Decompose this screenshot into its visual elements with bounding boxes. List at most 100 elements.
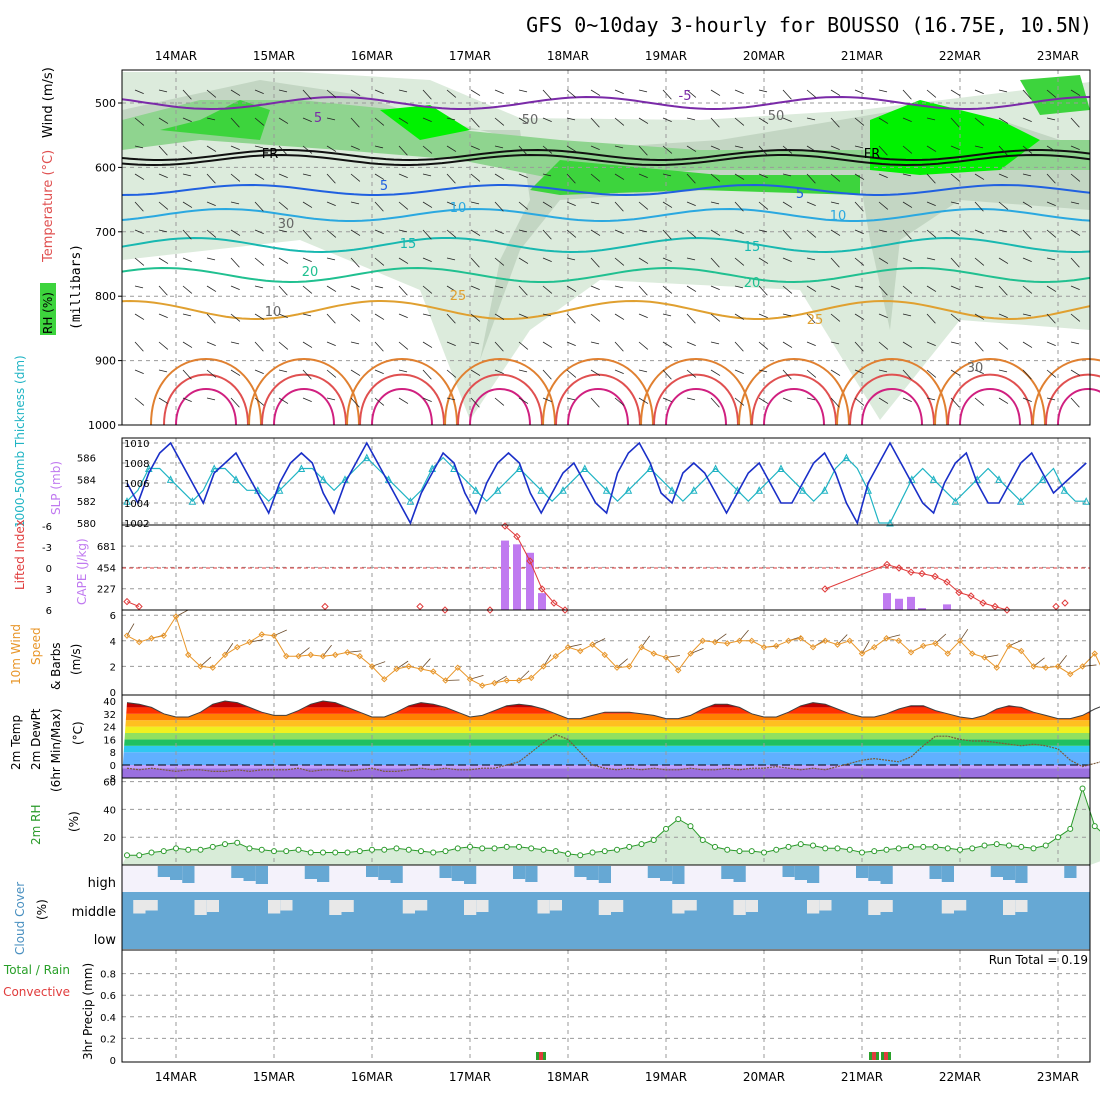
cloud-middle-gap (415, 900, 428, 911)
wind-barb (374, 369, 384, 375)
wind-barb (614, 313, 625, 320)
rh-marker (1079, 785, 1086, 792)
wind-barb (638, 201, 649, 210)
wind-barb (422, 229, 432, 240)
contour-label: 20 (744, 276, 761, 291)
wind10-marker (540, 663, 547, 670)
rh-marker (663, 825, 669, 832)
lifted-marker (526, 557, 534, 565)
wind-barb (830, 369, 841, 376)
wind-barb (638, 313, 648, 319)
rh-marker (369, 846, 375, 853)
wind-barb (854, 369, 864, 375)
wind-barb (782, 117, 792, 123)
wind-barb (278, 89, 288, 93)
wind-barb (806, 117, 816, 121)
wind10-barb (322, 644, 332, 657)
wind-barb (230, 89, 241, 96)
wind-barb (662, 173, 672, 177)
wind-barb (182, 117, 192, 123)
slp-axis-label: SLP (mb) (49, 461, 63, 515)
temperature-band (122, 765, 1090, 769)
cloud-high-cell (317, 866, 330, 882)
wind10-marker (552, 652, 559, 660)
wind-barb (326, 201, 336, 207)
wind-barb (662, 313, 672, 317)
surface-temperature-contour (248, 358, 360, 426)
wind-barb (926, 257, 936, 261)
wind-barb (662, 229, 672, 240)
wind10-marker (638, 643, 645, 651)
wind-barb (470, 257, 480, 268)
wind10-marker (417, 665, 425, 673)
wind-barb (974, 285, 984, 289)
wind-barb (230, 117, 240, 128)
surface-temperature-contour (1032, 358, 1100, 426)
wind-barb (806, 173, 816, 184)
rh-marker (957, 846, 963, 853)
thickness-marker (275, 486, 284, 494)
wind-barb (542, 369, 552, 380)
cloud-middle-gap (880, 900, 893, 912)
thickness-marker (820, 486, 829, 494)
wind-barb (878, 201, 889, 210)
rh-marker (981, 842, 988, 849)
wind-barb (1070, 229, 1081, 236)
wind-barb (1070, 285, 1080, 291)
cloud-row-label: middle (72, 905, 116, 920)
wind-barb (1070, 369, 1081, 376)
wind10-marker (319, 652, 327, 660)
cloud-high-cell (794, 866, 807, 880)
wind-barb (734, 397, 745, 406)
wind-barb (926, 229, 937, 238)
minmax-axis-label: (6hr Min/Max) (49, 709, 63, 793)
wind-barb (926, 341, 936, 347)
wind-barb (374, 201, 384, 212)
rh-marker (381, 846, 388, 853)
precip-total-label: Total / Rain (3, 963, 70, 977)
wind-barb (398, 117, 409, 124)
wind-barb (854, 173, 865, 180)
wind-barb (878, 285, 888, 296)
wind10-barb (396, 660, 409, 670)
wind-barb (278, 117, 289, 124)
rh-marker (467, 843, 473, 850)
wind10-marker (662, 654, 670, 661)
rh-marker (761, 849, 767, 856)
thickness-marker (886, 518, 894, 527)
wind-barb (302, 369, 312, 380)
temperature-band (122, 733, 1090, 740)
wind-barb (398, 201, 409, 210)
wind-barb (998, 145, 1008, 156)
wind-axis-label: Wind (m/s) (41, 67, 56, 138)
wind-barb (638, 145, 648, 156)
wind-barb (734, 229, 744, 235)
wind10-marker (160, 632, 167, 639)
wind-barb (590, 397, 600, 408)
surface-temperature-contour (738, 358, 850, 426)
wind-barb (1046, 173, 1056, 184)
wind-barb (374, 313, 385, 320)
wind10-marker (809, 643, 817, 651)
wind-barb (158, 229, 168, 233)
thickness-marker (1038, 475, 1047, 483)
wind10-marker (491, 679, 498, 687)
wind-barb (350, 145, 360, 151)
wind-barb (1046, 145, 1057, 152)
temperature-band (122, 739, 1090, 746)
wind-barb (686, 229, 697, 238)
cloud-high-cell (513, 866, 526, 879)
wind10-marker (687, 650, 694, 657)
wind-barb (1070, 341, 1080, 345)
wind-barb (710, 89, 721, 96)
wind-barb (206, 173, 216, 184)
contour-label: 15 (744, 240, 761, 255)
surface-temperature-contour (555, 373, 641, 426)
wind-barb (710, 201, 720, 205)
temperature-contour-5 (121, 183, 1091, 197)
wind10-marker (381, 675, 388, 683)
rh-tick-label: 40 (103, 805, 116, 816)
rh-marker (748, 848, 755, 855)
wind-barb (614, 229, 624, 235)
wind-barb (398, 145, 408, 156)
